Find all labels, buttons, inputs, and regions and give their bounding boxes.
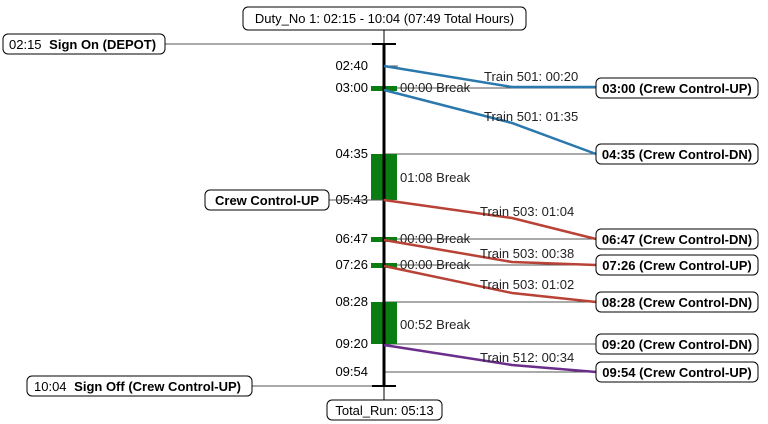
end-box-label-3: 07:26 (Crew Control-UP)	[602, 258, 752, 273]
tick-6: 08:28	[335, 294, 368, 309]
trip-label-5: Train 512: 00:34	[480, 350, 574, 365]
tick-7: 09:20	[335, 336, 368, 351]
end-box-0: 03:00 (Crew Control-UP)	[595, 77, 759, 99]
trip-label-2: Train 503: 01:04	[480, 204, 574, 219]
total-run-label: Total_Run: 05:13	[335, 403, 433, 418]
end-boxes: 03:00 (Crew Control-UP) 04:35 (Crew Cont…	[595, 77, 759, 383]
trip-line-501-b	[383, 88, 597, 156]
duty-title: Duty_No 1: 02:15 - 10:04 (07:49 Total Ho…	[255, 11, 514, 26]
time-ticks: 02:40 03:00 04:35 05:43 06:47 07:26 08:2…	[335, 58, 368, 379]
break-label-4: 00:52 Break	[400, 317, 471, 332]
end-box-label-5: 09:54 (Crew Control-UP)	[602, 365, 752, 380]
break-label-2: 00:00 Break	[400, 231, 471, 246]
tick-2: 04:35	[335, 146, 368, 161]
left-location-label: Crew Control-UP	[215, 193, 319, 208]
sign-on-label: Sign On (DEPOT)	[49, 37, 156, 52]
break-labels: 00:00 Break 01:08 Break 00:00 Break 00:0…	[400, 80, 471, 332]
break-label-1: 01:08 Break	[400, 170, 471, 185]
trip-label-3: Train 503: 00:38	[480, 246, 574, 261]
svg-text:10:04 Sign Off (Crew Con: 10:04 Sign Off (Crew Control-UP)	[34, 379, 241, 394]
sign-on-box: 02:15 Sign On (DEPOT)	[2, 33, 166, 55]
trip-label-4: Train 503: 01:02	[480, 277, 574, 292]
end-box-label-2: 06:47 (Crew Control-DN)	[602, 232, 752, 247]
end-box-2: 06:47 (Crew Control-DN)	[595, 228, 759, 250]
end-box-label-1: 04:35 (Crew Control-DN)	[602, 147, 752, 162]
total-run-box: Total_Run: 05:13	[326, 399, 443, 421]
end-box-5: 09:54 (Crew Control-UP)	[595, 361, 759, 383]
tick-4: 06:47	[335, 231, 368, 246]
tick-8: 09:54	[335, 364, 368, 379]
trip-line-503-a	[383, 198, 597, 241]
end-box-label-4: 08:28 (Crew Control-DN)	[602, 295, 752, 310]
end-box-label-standalone: 09:20 (Crew Control-DN)	[602, 337, 752, 352]
trip-lines	[383, 64, 597, 374]
tick-5: 07:26	[335, 257, 368, 272]
end-box-standalone: 09:20 (Crew Control-DN)	[595, 333, 759, 355]
trip-line-512	[383, 343, 597, 374]
sign-off-label: Sign Off (Crew Control-UP)	[74, 379, 241, 394]
end-box-label-0: 03:00 (Crew Control-UP)	[602, 81, 752, 96]
trip-label-1: Train 501: 01:35	[484, 109, 578, 124]
svg-text:02:15 Sign On (DEPOT): 02:15 Sign On (DEPOT)	[9, 37, 156, 52]
trip-line-503-c	[383, 264, 597, 304]
sign-on-time: 02:15	[9, 37, 42, 52]
tick-0: 02:40	[335, 58, 368, 73]
trip-labels: Train 501: 00:20 Train 501: 01:35 Train …	[480, 69, 578, 365]
break-label-3: 00:00 Break	[400, 257, 471, 272]
sign-off-time: 10:04	[34, 379, 67, 394]
duty-header: Duty_No 1: 02:15 - 10:04 (07:49 Total Ho…	[242, 6, 527, 31]
left-location-box: Crew Control-UP	[204, 189, 330, 211]
trip-line-503-b	[383, 238, 597, 267]
sign-off-box: 10:04 Sign Off (Crew Control-UP)	[26, 375, 253, 397]
trip-label-0: Train 501: 00:20	[484, 69, 578, 84]
end-box-3: 07:26 (Crew Control-UP)	[595, 254, 759, 276]
end-box-1: 04:35 (Crew Control-DN)	[595, 143, 759, 165]
tick-1: 03:00	[335, 80, 368, 95]
break-label-0: 00:00 Break	[400, 80, 471, 95]
end-box-4: 08:28 (Crew Control-DN)	[595, 291, 759, 313]
trip-line-501-a	[383, 64, 596, 89]
